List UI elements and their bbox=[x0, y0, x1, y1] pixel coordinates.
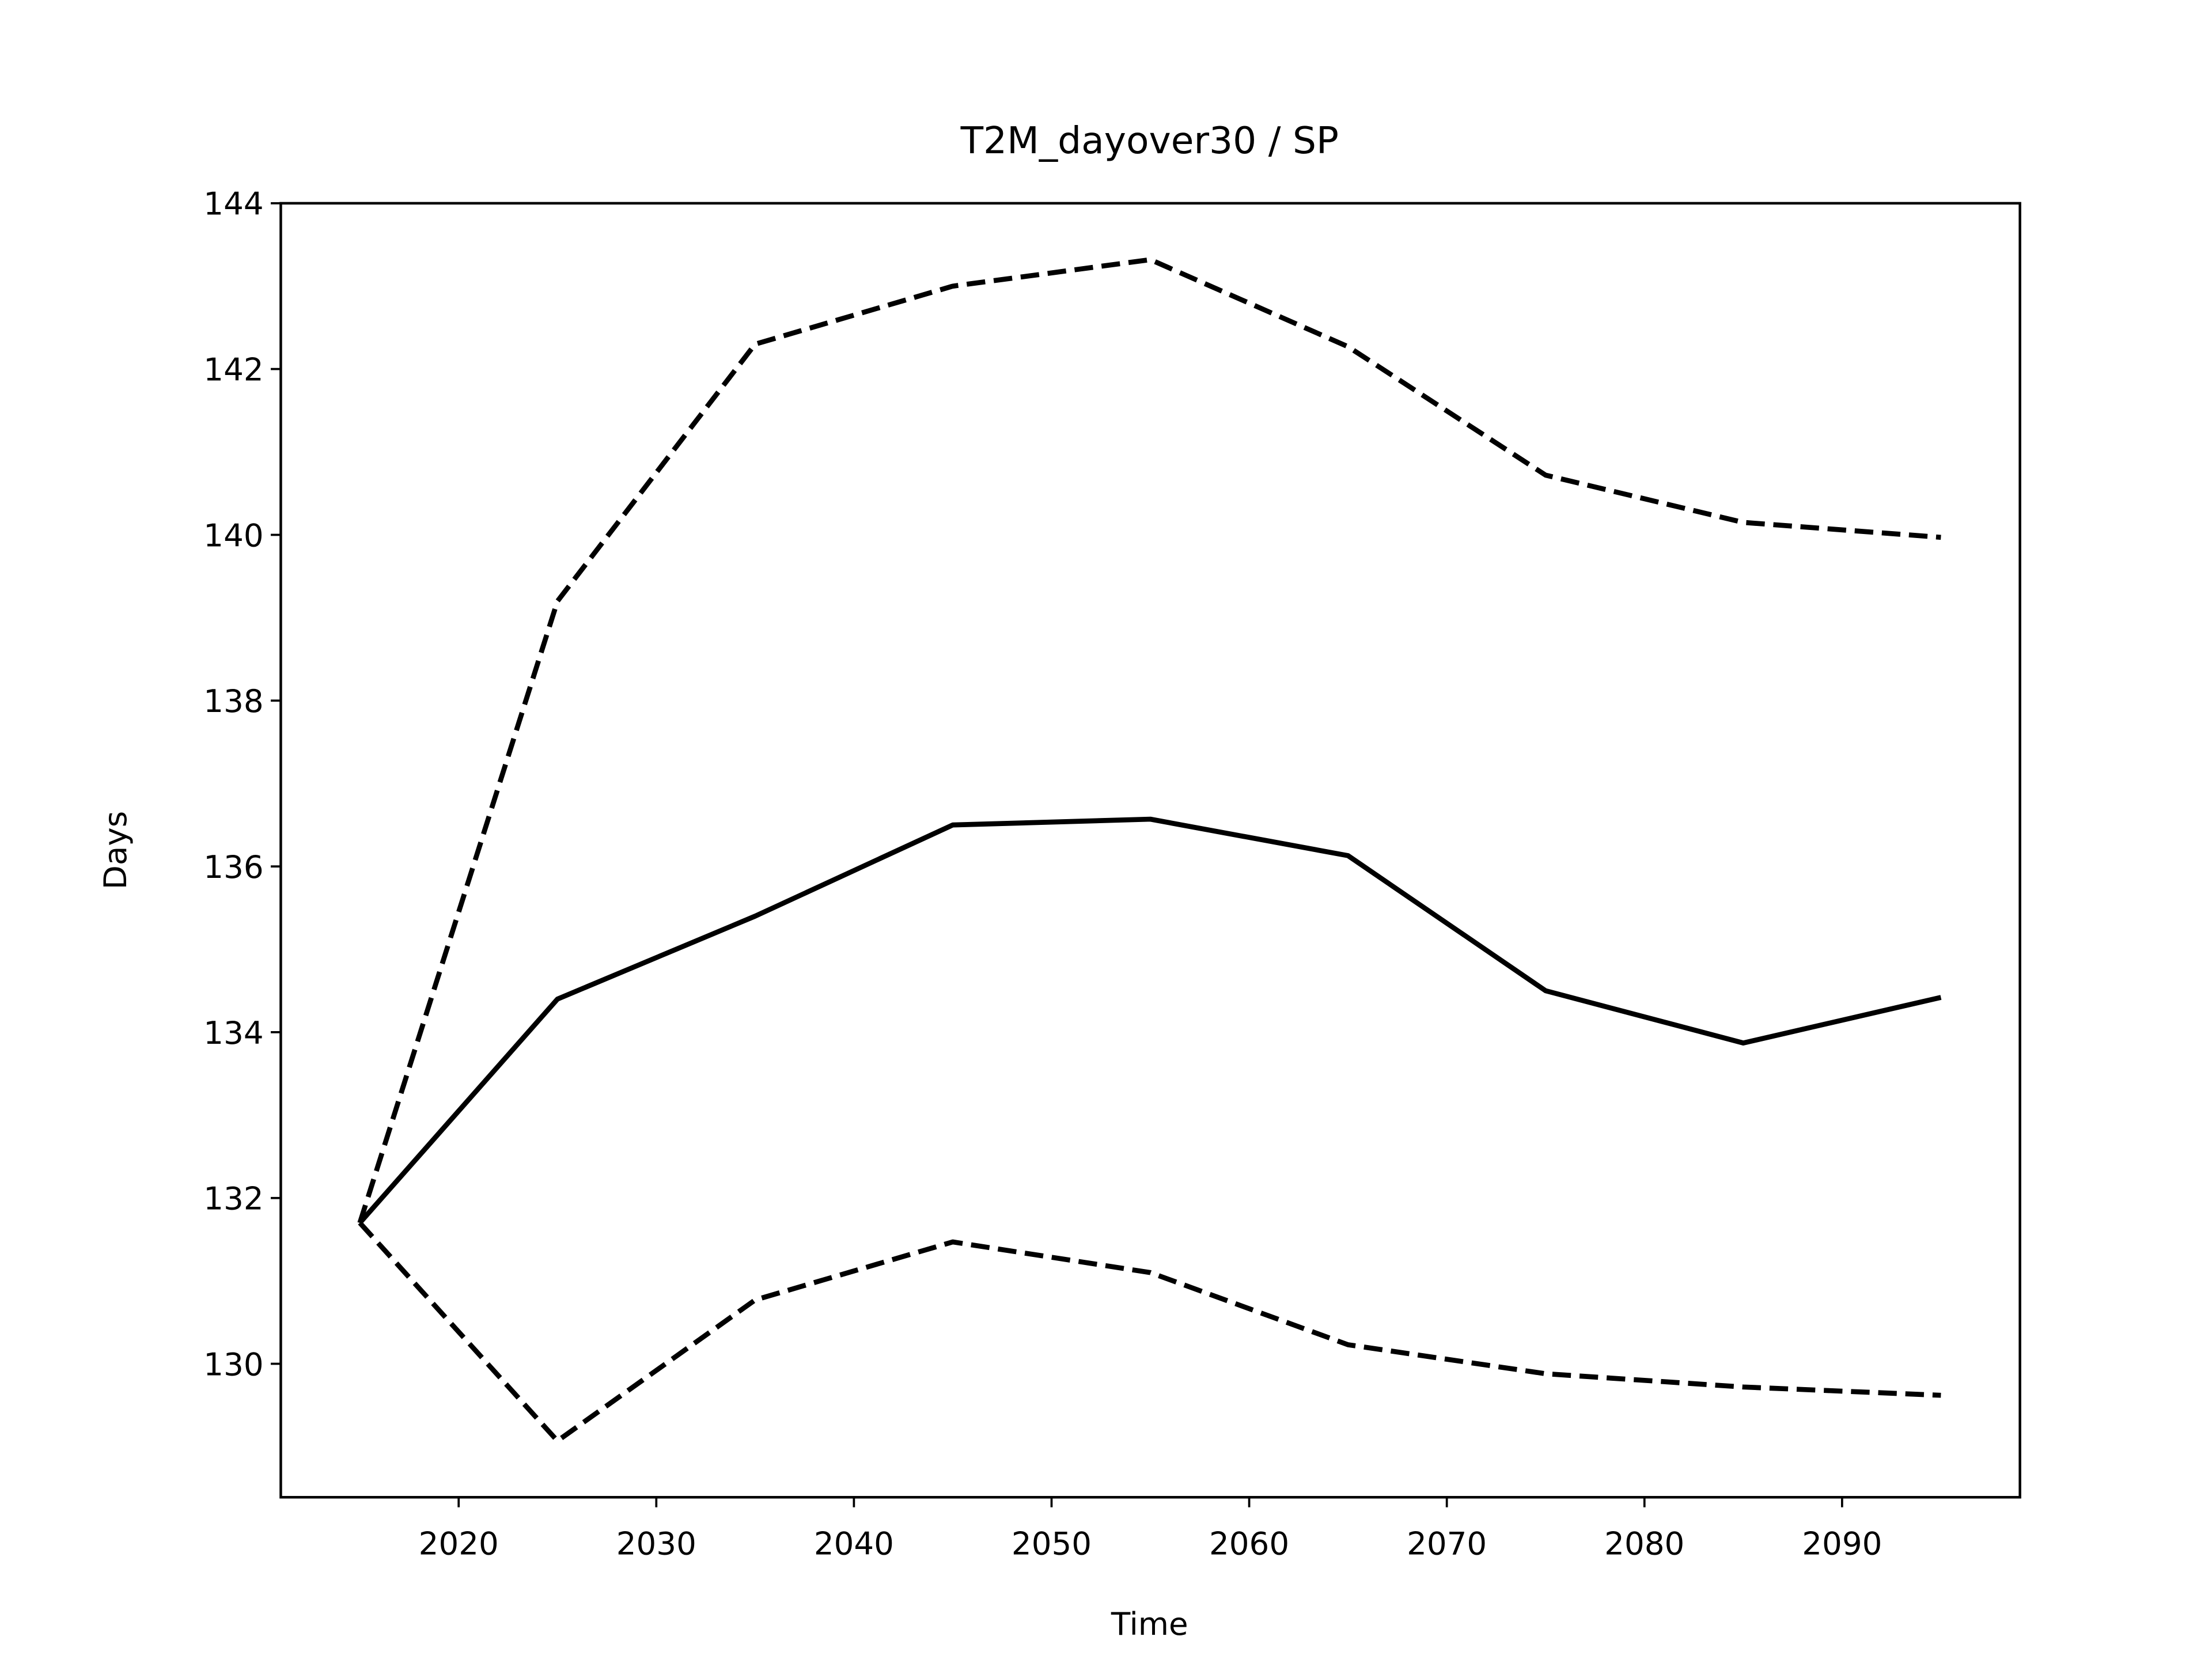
y-tick-label: 138 bbox=[203, 683, 263, 719]
series-line bbox=[357, 257, 1941, 1224]
y-tick-label: 134 bbox=[203, 1014, 263, 1051]
series-line bbox=[358, 816, 1942, 1225]
y-tick-label: 144 bbox=[203, 185, 263, 222]
x-tick-label: 2040 bbox=[814, 1525, 894, 1562]
y-tick-label: 142 bbox=[203, 351, 263, 388]
x-tick-label: 2080 bbox=[1604, 1525, 1684, 1562]
x-tick-label: 2060 bbox=[1209, 1525, 1289, 1562]
y-tick-label: 132 bbox=[203, 1180, 263, 1217]
x-tick-label: 2020 bbox=[419, 1525, 499, 1562]
chart-title: T2M_dayover30 / SP bbox=[960, 119, 1339, 162]
y-tick-label: 130 bbox=[203, 1346, 263, 1382]
y-tick-label: 136 bbox=[203, 849, 263, 885]
series-line bbox=[358, 1221, 1941, 1444]
plot-frame bbox=[279, 202, 2021, 1499]
y-tick-label: 140 bbox=[203, 517, 263, 554]
x-tick-label: 2030 bbox=[616, 1525, 696, 1562]
y-axis-label: Days bbox=[97, 811, 134, 889]
x-tick-label: 2070 bbox=[1407, 1525, 1487, 1562]
x-tick-label: 2090 bbox=[1802, 1525, 1882, 1562]
x-axis-label: Time bbox=[1111, 1605, 1188, 1642]
x-tick-label: 2050 bbox=[1012, 1525, 1092, 1562]
